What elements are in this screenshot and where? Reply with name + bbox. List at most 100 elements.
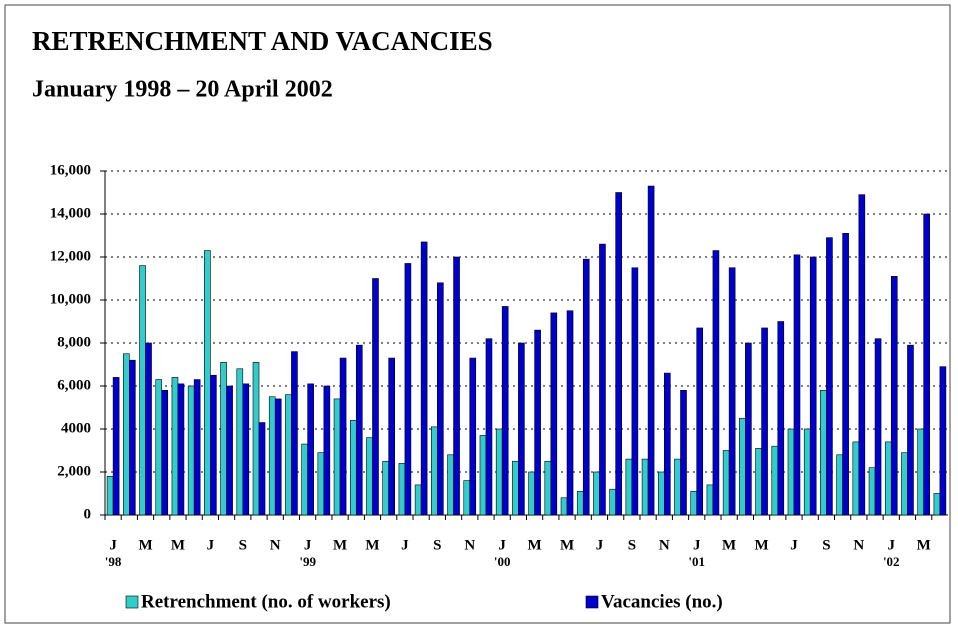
x-tick-label: M <box>754 537 768 553</box>
bar <box>226 385 233 516</box>
bar <box>761 327 768 516</box>
bar <box>755 448 762 516</box>
bar <box>414 484 422 516</box>
bar <box>333 398 341 516</box>
bar <box>323 385 331 516</box>
x-tick-label: J <box>207 537 215 553</box>
bar <box>501 306 509 516</box>
bar <box>739 417 746 516</box>
bar <box>599 243 606 516</box>
bar <box>728 267 736 516</box>
bar <box>479 435 487 516</box>
bar <box>615 192 622 516</box>
x-tick-label: M <box>333 537 347 553</box>
bar <box>463 480 471 516</box>
x-year-label: '00 <box>494 554 511 569</box>
bar <box>842 233 849 516</box>
bar <box>690 491 698 516</box>
bar <box>317 452 325 516</box>
bar <box>858 194 866 516</box>
x-tick-label: N <box>853 537 864 553</box>
bar <box>933 493 941 516</box>
x-tick-label: J <box>498 537 506 553</box>
bar <box>771 445 779 516</box>
x-tick-label: M <box>171 537 185 553</box>
bar <box>382 460 390 516</box>
bar <box>307 383 314 516</box>
bar <box>680 389 687 516</box>
bar <box>453 256 460 516</box>
chart-subtitle: January 1998 – 20 April 2002 <box>32 77 333 103</box>
bar <box>145 342 152 516</box>
bar <box>550 312 558 516</box>
bar <box>576 491 584 516</box>
bar <box>398 463 406 516</box>
bar <box>696 327 704 516</box>
x-tick-label: M <box>560 537 574 553</box>
bar <box>268 396 276 516</box>
x-tick-label: S <box>628 537 636 553</box>
bar <box>874 338 882 516</box>
x-tick-label: J <box>401 537 409 553</box>
bar <box>582 258 590 516</box>
x-tick-label: J <box>790 537 798 553</box>
bar <box>339 357 347 516</box>
bar <box>566 310 574 516</box>
x-tick-label: S <box>822 537 830 553</box>
legend-label: Retrenchment (no. of workers) <box>141 591 391 612</box>
bar <box>161 389 169 516</box>
bar <box>631 267 639 516</box>
x-tick-label: N <box>464 537 475 553</box>
bar <box>204 250 211 516</box>
bar <box>868 467 876 516</box>
bar <box>177 383 185 516</box>
bar <box>236 368 244 516</box>
bar <box>544 460 552 516</box>
bar <box>852 441 860 516</box>
bar <box>923 213 930 516</box>
bar <box>171 377 179 516</box>
x-year-label: '98 <box>105 554 122 569</box>
bar <box>252 362 260 516</box>
x-tick-label: M <box>138 537 152 553</box>
legend-label: Vacancies (no.) <box>601 591 723 612</box>
bar <box>657 471 665 516</box>
bar <box>706 484 714 516</box>
bar <box>372 278 379 516</box>
bar <box>469 357 477 516</box>
bar <box>349 420 357 516</box>
bar <box>901 452 908 516</box>
bar <box>787 428 795 516</box>
bar <box>809 256 817 516</box>
bar <box>193 379 201 516</box>
bar <box>512 460 519 516</box>
x-tick-label: M <box>365 537 379 553</box>
x-tick-label: J <box>693 537 701 553</box>
y-tick-label: 2,000 <box>57 463 91 479</box>
x-tick-label: J <box>304 537 312 553</box>
bar <box>890 276 898 516</box>
bar <box>187 385 195 516</box>
bar <box>712 250 720 516</box>
y-tick-label: 16,000 <box>50 162 91 178</box>
bar <box>593 471 600 516</box>
bar <box>939 366 947 516</box>
y-tick-label: 14,000 <box>50 205 91 221</box>
bar <box>274 398 282 516</box>
bar <box>301 443 308 516</box>
bar <box>220 362 227 516</box>
bar <box>625 458 633 516</box>
bar <box>431 426 438 516</box>
bar <box>820 389 827 516</box>
frame <box>4 4 951 624</box>
bar <box>777 321 785 516</box>
legend-swatch <box>585 595 599 609</box>
bar <box>123 353 130 516</box>
bar <box>112 377 120 516</box>
y-tick-label: 8,000 <box>57 334 91 350</box>
x-tick-label: N <box>270 537 281 553</box>
bar <box>285 394 292 516</box>
chart-title: RETRENCHMENT AND VACANCIES <box>32 26 493 56</box>
bar <box>674 458 681 516</box>
